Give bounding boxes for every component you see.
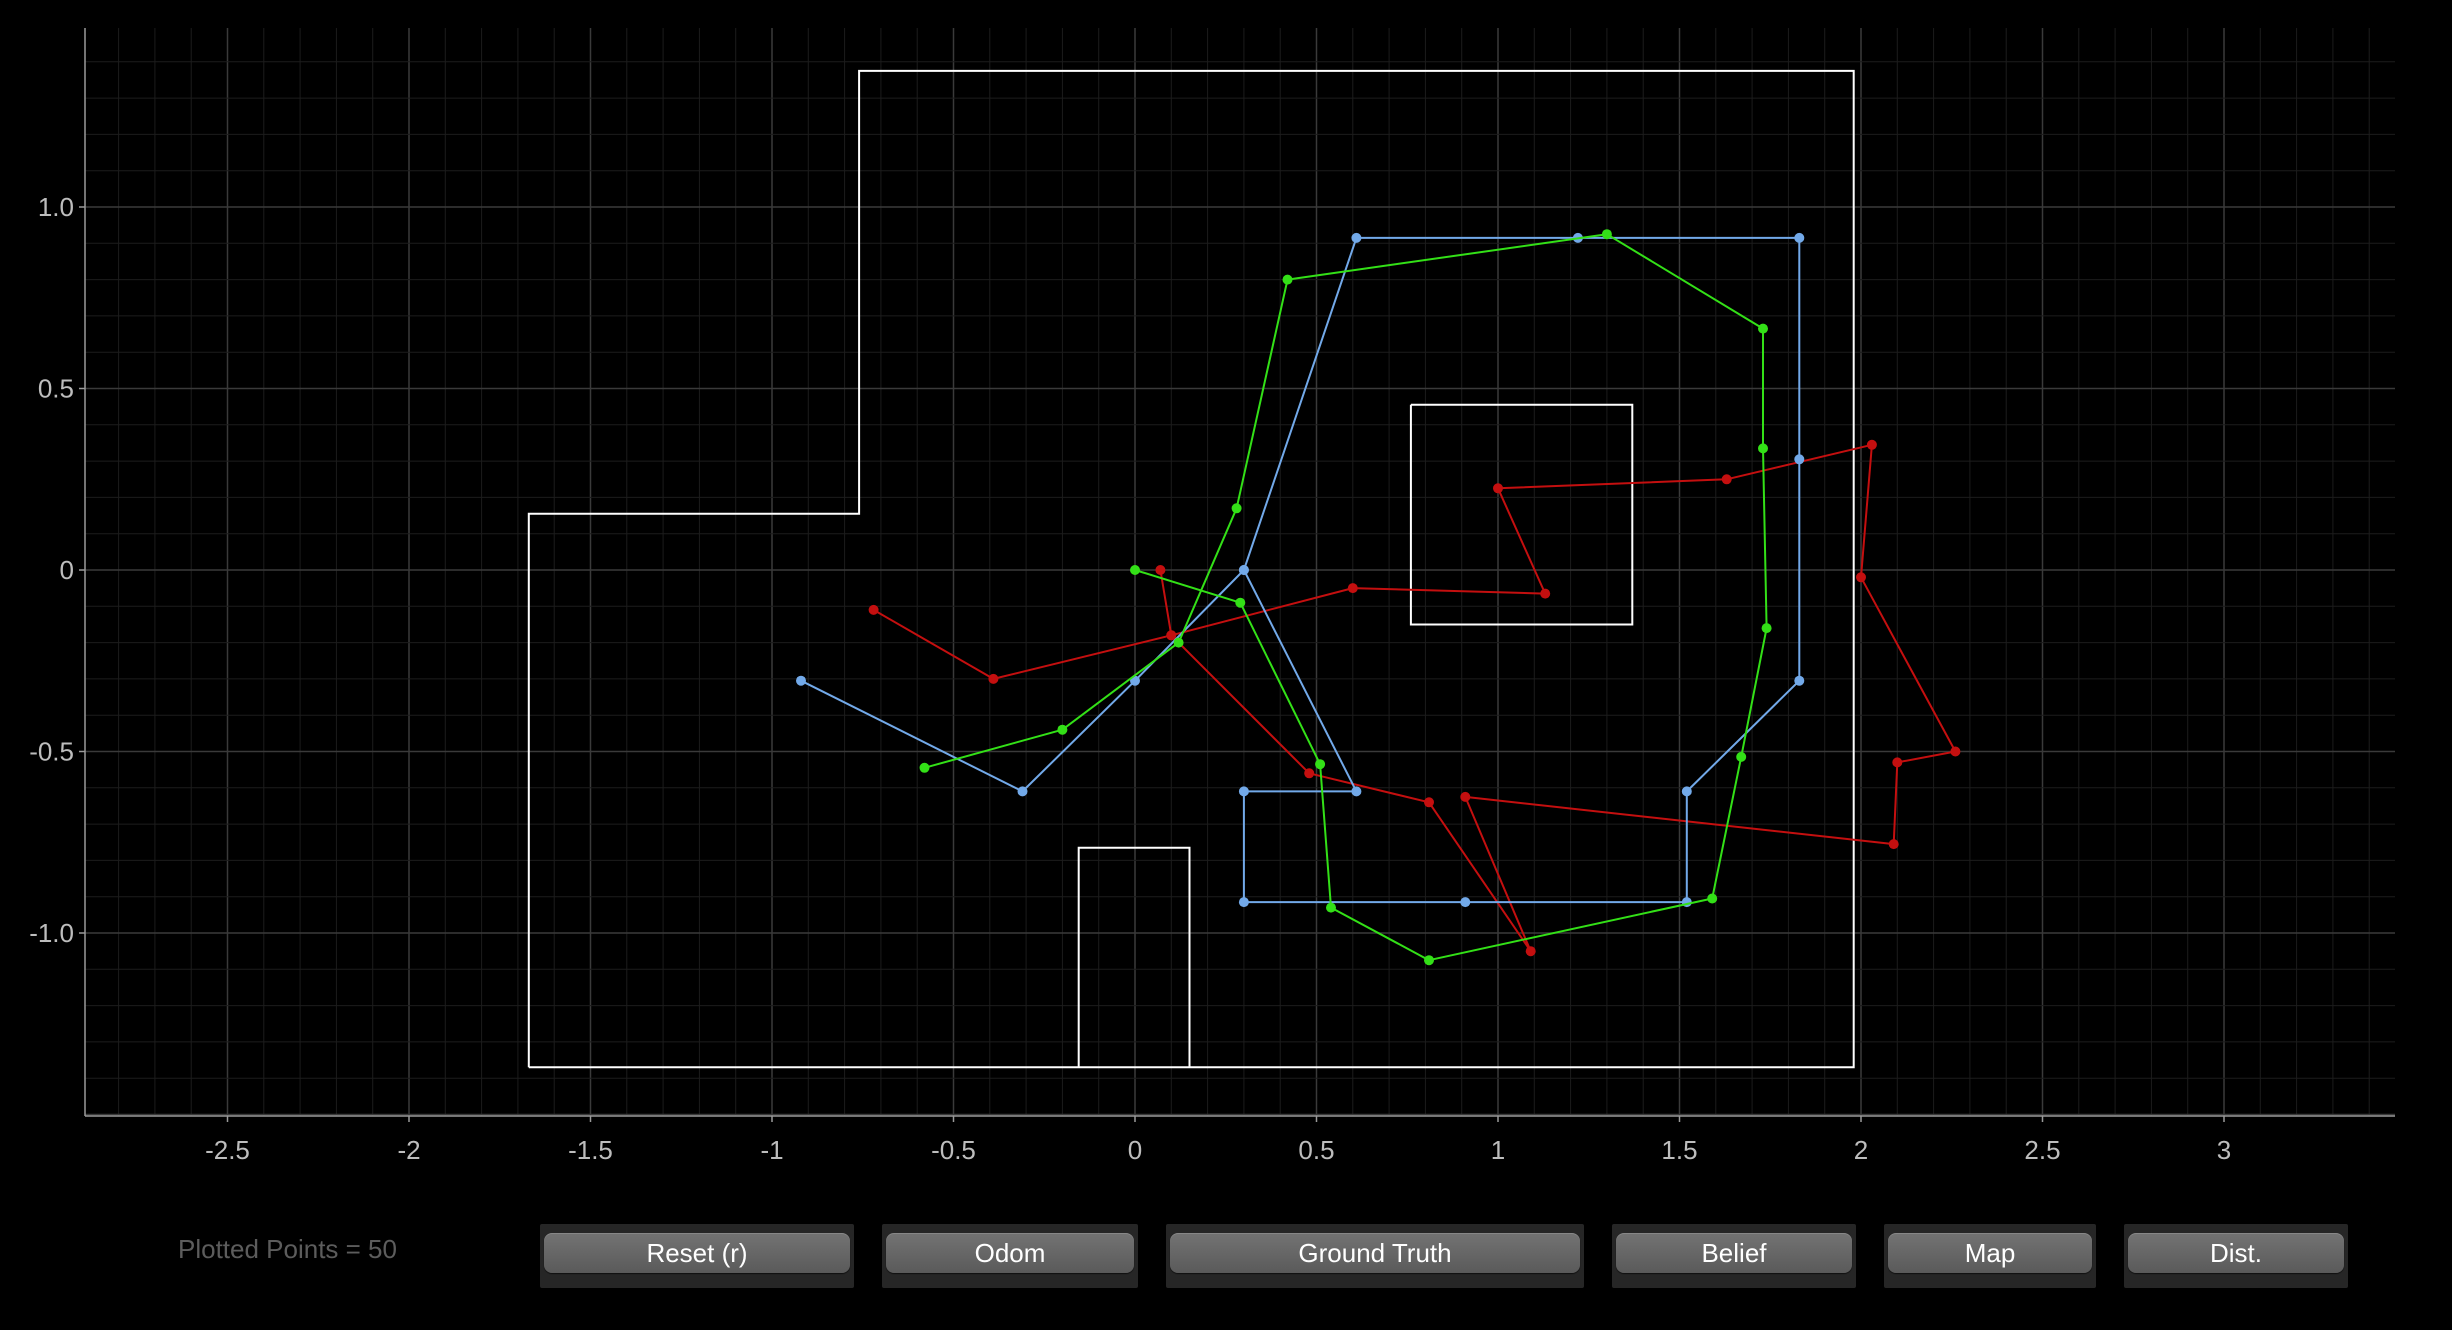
- x-tick-label: -2.5: [205, 1135, 250, 1165]
- series-point: [1758, 443, 1768, 454]
- series-point: [1424, 797, 1434, 808]
- x-tick-label: -1: [760, 1135, 783, 1165]
- series-point: [1282, 274, 1293, 285]
- series-point: [1794, 675, 1805, 686]
- map-walls: [527, 69, 1855, 1069]
- series-point: [1017, 786, 1028, 797]
- series-point: [1166, 630, 1177, 641]
- series-ground-truth: [796, 232, 1805, 908]
- series-point: [1057, 724, 1068, 735]
- series-point: [1525, 946, 1536, 957]
- series-point: [1304, 768, 1315, 779]
- series-point: [1794, 454, 1805, 465]
- series-point: [1794, 232, 1805, 243]
- y-tick-label: 0: [60, 555, 74, 585]
- odom-button[interactable]: Odom: [886, 1233, 1134, 1273]
- series-point: [1888, 839, 1899, 850]
- series-point: [1866, 439, 1877, 450]
- map-wall: [527, 69, 1855, 1069]
- series-point: [1238, 786, 1249, 797]
- series-point: [1130, 565, 1140, 575]
- series-point: [1758, 323, 1768, 334]
- map-button-frame: Map: [1884, 1224, 2096, 1288]
- x-tick-label: 3: [2217, 1135, 2231, 1165]
- series-point: [1315, 759, 1326, 770]
- series-point: [1856, 572, 1866, 583]
- x-tick-label: 1: [1491, 1135, 1505, 1165]
- y-tick-label: 0.5: [38, 374, 74, 404]
- x-tick-label: 0.5: [1298, 1135, 1334, 1165]
- x-tick-label: 1.5: [1661, 1135, 1697, 1165]
- x-tick-label: -2: [397, 1135, 420, 1165]
- ground-truth-button-frame: Ground Truth: [1166, 1224, 1584, 1288]
- series-point: [1460, 897, 1471, 908]
- dist-button-frame: Dist.: [2124, 1224, 2348, 1288]
- reset-button-frame: Reset (r): [540, 1224, 854, 1288]
- series-line: [800, 236, 1801, 904]
- series-point: [1601, 229, 1612, 240]
- series-point: [1892, 757, 1903, 768]
- series-point: [1424, 955, 1434, 966]
- series-line: [924, 233, 1768, 962]
- y-tick-label: 1.0: [38, 192, 74, 222]
- series-point: [1347, 583, 1358, 594]
- series-point: [796, 675, 806, 686]
- series-point: [919, 762, 930, 773]
- series-point: [1707, 893, 1718, 904]
- series-point: [1540, 588, 1551, 599]
- series-point: [1761, 623, 1772, 634]
- series-point: [1681, 786, 1692, 797]
- reset-button[interactable]: Reset (r): [544, 1233, 850, 1273]
- series-point: [1155, 565, 1166, 575]
- series-point: [1238, 897, 1249, 908]
- series-point: [1238, 565, 1249, 575]
- ground-truth-button[interactable]: Ground Truth: [1170, 1233, 1580, 1273]
- belief-button-frame: Belief: [1612, 1224, 1856, 1288]
- series-point: [1950, 746, 1961, 757]
- series-point: [1493, 483, 1503, 494]
- series-point: [1235, 597, 1246, 608]
- series-point: [1326, 902, 1336, 913]
- series-point: [868, 604, 879, 615]
- dist-button[interactable]: Dist.: [2128, 1233, 2344, 1273]
- map-wall: [1077, 846, 1191, 1068]
- trajectory-series: [796, 229, 1961, 966]
- x-tick-label: 2: [1854, 1135, 1868, 1165]
- series-line: [873, 443, 1957, 953]
- odom-button-frame: Odom: [882, 1224, 1138, 1288]
- series-belief: [919, 229, 1772, 966]
- series-point: [1351, 786, 1362, 797]
- plotted-points-label: Plotted Points = 50: [178, 1234, 397, 1264]
- x-tick-label: 0: [1128, 1135, 1142, 1165]
- axes: -2.5 -2 -1.5 -1 -0.5 0 0.5 1 1.5 2 2.5 3 1.0 0.5 0 -0.5…: [29, 28, 2395, 1165]
- series-point: [1460, 791, 1471, 802]
- x-tick-label: 2.5: [2024, 1135, 2060, 1165]
- y-tick-label: -1.0: [29, 918, 74, 948]
- series-odom: [868, 439, 1961, 957]
- map-button[interactable]: Map: [1888, 1233, 2092, 1273]
- map-wall: [1409, 403, 1634, 626]
- y-tick-label: -0.5: [29, 737, 74, 767]
- series-point: [988, 673, 999, 684]
- series-point: [1173, 637, 1184, 648]
- series-point: [1231, 503, 1242, 514]
- series-point: [1721, 474, 1732, 485]
- belief-button[interactable]: Belief: [1616, 1233, 1852, 1273]
- x-tick-label: -1.5: [568, 1135, 613, 1165]
- series-point: [1351, 232, 1362, 243]
- series-point: [1736, 751, 1747, 762]
- x-tick-label: -0.5: [931, 1135, 976, 1165]
